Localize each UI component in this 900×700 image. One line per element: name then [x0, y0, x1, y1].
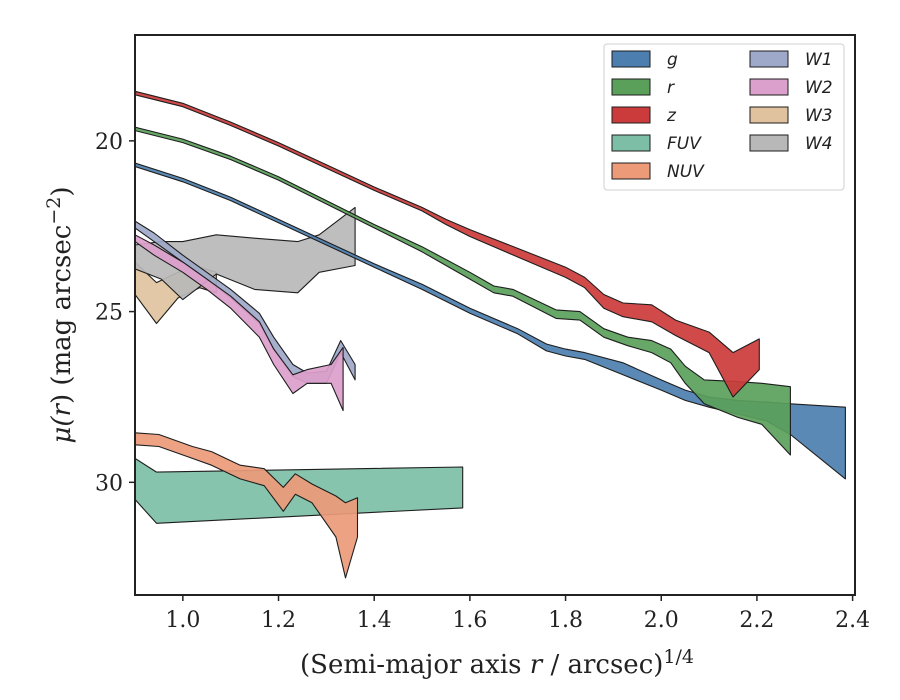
plot-frame — [134, 34, 856, 596]
x-tick-label: 1.8 — [548, 608, 583, 633]
legend-label-w3: W3 — [805, 106, 833, 126]
x-axis: 1.0 1.2 1.4 1.6 1.8 2.0 2.2 2.4 — [165, 595, 870, 633]
legend-swatch-w1 — [749, 50, 789, 68]
legend-swatch-z — [611, 106, 651, 124]
legend-label-w2: W2 — [805, 78, 833, 98]
legend-label-g: g — [667, 50, 678, 70]
legend-swatch-fuv — [611, 134, 651, 152]
legend-label-nuv: NUV — [667, 162, 705, 182]
x-tick-label: 1.6 — [452, 608, 487, 633]
band-layer — [135, 90, 846, 579]
y-tick-label: 25 — [95, 301, 123, 326]
x-tick-label: 2.4 — [835, 608, 870, 633]
y-tick-label: 30 — [95, 471, 123, 496]
legend-swatch-w2 — [749, 78, 789, 96]
legend: grz FUV NUV W1 W2 W3 W4 — [603, 43, 845, 191]
x-tick-label: 2.2 — [739, 608, 774, 633]
legend-label-z: z — [666, 106, 677, 126]
legend-swatch-w4 — [749, 134, 789, 152]
band-w2 — [135, 234, 344, 412]
x-tick-label: 1.0 — [165, 608, 200, 633]
band-z — [135, 90, 760, 398]
band-r — [135, 126, 791, 456]
x-tick-label: 2.0 — [644, 608, 679, 633]
y-axis-label: μ(r) (mag arcsec−2) — [43, 186, 77, 443]
legend-swatch-g — [611, 50, 651, 68]
y-tick-label: 20 — [95, 130, 123, 155]
y-axis: 20 25 30 — [95, 130, 135, 496]
legend-label-w1: W1 — [805, 50, 833, 70]
legend-swatch-w3 — [749, 106, 789, 124]
legend-label-fuv: FUV — [667, 134, 702, 154]
x-tick-label: 1.2 — [261, 608, 296, 633]
legend-swatch-r — [611, 78, 651, 96]
band-nuv — [135, 432, 359, 579]
legend-label-w4: W4 — [805, 134, 833, 154]
band-g — [135, 162, 846, 480]
x-axis-label: (Semi-major axis r / arcsec)1/4 — [300, 646, 694, 680]
legend-label-r: r — [667, 78, 675, 98]
legend-swatch-nuv — [611, 162, 651, 180]
x-tick-label: 1.4 — [357, 608, 392, 633]
